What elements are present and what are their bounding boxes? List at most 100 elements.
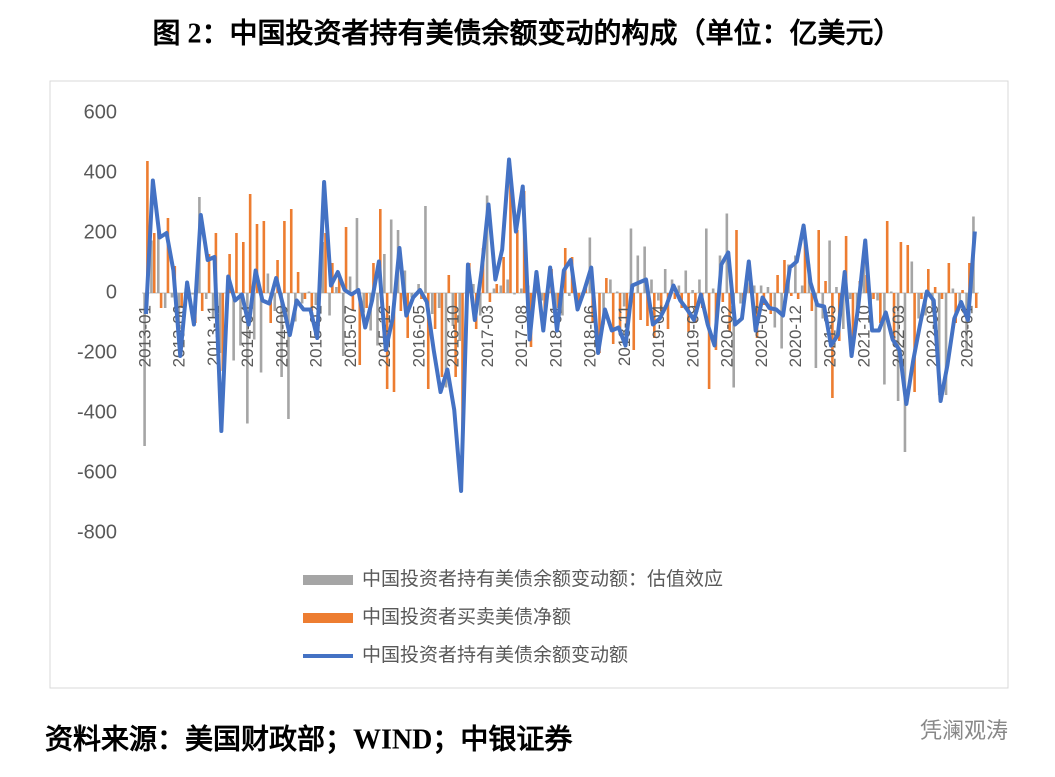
bar (235, 233, 238, 293)
bar (163, 293, 167, 308)
bar (221, 293, 225, 371)
bar (335, 287, 338, 293)
bar (803, 233, 807, 293)
bar (492, 288, 496, 293)
bar (707, 293, 711, 389)
bar (520, 288, 523, 293)
bar (673, 293, 677, 299)
bar (889, 291, 893, 293)
bar (622, 293, 626, 307)
bar (605, 278, 608, 293)
bar (180, 293, 183, 308)
line (144, 157, 977, 493)
bar (903, 293, 907, 452)
bar (974, 293, 978, 308)
bar (848, 293, 852, 299)
bar (577, 293, 581, 302)
bar (472, 284, 475, 293)
y-tick-label: -800 (77, 521, 117, 543)
bar (842, 293, 845, 329)
bar (885, 221, 889, 293)
x-tick-label: 2017-08 (512, 305, 531, 367)
bar (344, 227, 348, 293)
legend-swatch (303, 575, 353, 585)
bar (143, 293, 146, 446)
bar (944, 293, 948, 395)
y-tick-label: -200 (77, 341, 117, 363)
bar (824, 281, 827, 293)
bar (431, 293, 434, 314)
bar (698, 279, 701, 293)
bar (883, 293, 886, 385)
chart-title: 图 2：中国投资者持有美债余额变动的构成（单位：亿美元） (152, 16, 901, 49)
bar (947, 263, 951, 293)
bar (437, 293, 441, 308)
bar (255, 224, 259, 293)
bar (499, 285, 503, 293)
x-tick-label: 2023-01 (957, 305, 976, 367)
bar (433, 293, 437, 329)
bar (426, 293, 430, 389)
x-tick-label: 2019-09 (683, 305, 702, 367)
y-tick-label: 0 (106, 281, 117, 303)
bar (303, 293, 307, 299)
bar (300, 293, 304, 304)
bar (561, 293, 564, 316)
y-tick-label: -600 (77, 461, 117, 483)
bar (246, 293, 249, 424)
bar (152, 233, 156, 293)
bar (228, 254, 231, 293)
x-tick-label: 2020-02 (718, 305, 737, 367)
bar (310, 293, 314, 311)
bar (732, 293, 735, 388)
bar (951, 288, 955, 293)
bar (328, 293, 331, 316)
bar (166, 218, 170, 293)
bar (879, 293, 882, 323)
bar (650, 279, 653, 293)
bar (752, 285, 756, 293)
legend-label: 中国投资者持有美债余额变动额 (362, 644, 628, 666)
bar (262, 221, 266, 293)
x-tick-label: 2022-03 (889, 305, 908, 367)
bar (362, 293, 366, 313)
bar (324, 233, 327, 293)
bar (954, 293, 957, 323)
bar (783, 260, 786, 293)
bar (540, 293, 544, 301)
bar (643, 246, 646, 293)
bar (759, 285, 763, 293)
bar (392, 293, 396, 392)
bar (150, 240, 153, 293)
bar (444, 293, 448, 388)
bar (146, 161, 149, 293)
bar (646, 293, 649, 326)
x-tick-label: 2021-10 (855, 305, 874, 367)
bar (289, 209, 293, 293)
y-tick-label: -400 (77, 401, 117, 423)
x-tick-label: 2015-07 (341, 305, 360, 367)
bar (485, 195, 489, 293)
bar (399, 293, 403, 311)
bar (211, 293, 215, 317)
bar (611, 293, 615, 344)
bar (937, 293, 941, 395)
bar (280, 293, 283, 377)
bar (780, 293, 783, 349)
bar (454, 293, 457, 377)
bar (862, 258, 866, 293)
bar (157, 222, 160, 293)
bar (735, 230, 738, 293)
x-tick-label: 2013-01 (135, 305, 154, 367)
bar (248, 194, 252, 293)
bar (917, 293, 920, 319)
bar (355, 218, 359, 293)
bar (287, 293, 290, 419)
bar (242, 242, 245, 293)
bar (892, 293, 896, 341)
bar (684, 270, 688, 293)
bar (358, 293, 362, 365)
bar (920, 293, 923, 299)
bar (506, 279, 509, 293)
bar (588, 237, 592, 293)
